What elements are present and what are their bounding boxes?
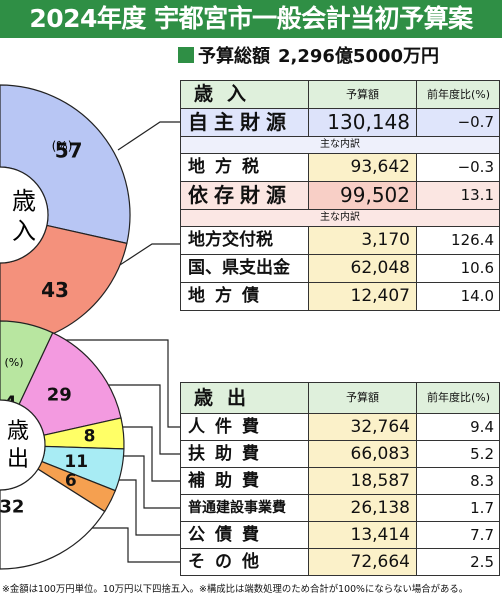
row-change: 5.2 (416, 441, 500, 468)
table-row: 地方税 93,642 −0.3 (180, 153, 500, 181)
table-row: 地方交付税 3,170 126.4 (180, 226, 500, 254)
row-change: 14.0 (416, 283, 500, 310)
page-title: 2024年度 宇都宮市一般会計当初予算案 (29, 4, 473, 33)
square-bullet-icon (178, 47, 194, 63)
slice-label: 8 (84, 426, 96, 446)
row-change: 1.7 (416, 495, 500, 522)
table-row: 依存財源 99,502 13.1 (180, 181, 500, 209)
unit-label: (%) (4, 356, 23, 369)
row-change: 9.4 (416, 414, 500, 441)
expenditure-table: 歳出 予算額 前年度比(%) 人件費 32,764 9.4 扶助費 66,083… (180, 382, 500, 576)
table-row: その他 72,664 2.5 (180, 548, 500, 576)
row-amount: 66,083 (308, 441, 416, 468)
revenue-header-change: 前年度比(%) (416, 81, 500, 108)
row-name: 地方交付税 (188, 230, 273, 250)
leader-line (62, 527, 180, 563)
row-amount: 3,170 (308, 227, 416, 254)
row-amount: 32,764 (308, 414, 416, 441)
section-row: 主な内訳 (180, 136, 500, 153)
row-change: 13.1 (416, 182, 500, 209)
revenue-table: 歳入 予算額 前年度比(%) 自主財源 130,148 −0.7 主な内訳 地方… (180, 80, 500, 367)
section-label: 主な内訳 (320, 212, 360, 223)
row-amount: 62,048 (308, 255, 416, 282)
row-change: −0.7 (416, 109, 500, 136)
row-name: 自主財源 (188, 110, 292, 134)
leader-line (88, 384, 180, 455)
row-name: 地方債 (188, 286, 269, 306)
pie-center (0, 166, 49, 264)
expenditure-header-amount: 予算額 (308, 383, 416, 413)
unit-label: (%) (52, 139, 73, 153)
revenue-header-row: 歳入 予算額 前年度比(%) (180, 80, 500, 108)
table-row: 公債費 13,414 7.7 (180, 521, 500, 549)
revenue-pie-title: 入 (12, 217, 36, 245)
expenditure-pie-title: 歳 (7, 419, 29, 444)
table-row: 国、県支出金 62,048 10.6 (180, 254, 500, 282)
row-change: 7.7 (416, 522, 500, 549)
row-change: 8.3 (416, 468, 500, 495)
pie-center (0, 399, 46, 491)
section-row: 主な内訳 (180, 209, 500, 226)
row-name: 公債費 (188, 525, 269, 545)
revenue-header-amount: 予算額 (308, 81, 416, 108)
slice-label: 29 (47, 384, 72, 405)
expenditure-header-row: 歳出 予算額 前年度比(%) (180, 382, 500, 413)
row-amount: 130,148 (308, 109, 416, 136)
slice-label: 43 (41, 278, 69, 302)
leader-line (118, 426, 180, 482)
row-name: その他 (188, 552, 269, 572)
row-name: 依存財源 (188, 183, 292, 207)
slice-label: 57 (55, 138, 83, 162)
leader-line (117, 121, 180, 151)
expenditure-header-name: 歳出 (194, 387, 261, 409)
section-label: 主な内訳 (320, 139, 360, 150)
leader-line (104, 479, 180, 536)
row-change: 126.4 (416, 227, 500, 254)
row-change: −0.3 (416, 154, 500, 181)
expenditure-header-change: 前年度比(%) (416, 383, 500, 413)
row-amount: 18,587 (308, 468, 416, 495)
row-amount: 26,138 (308, 495, 416, 522)
revenue-pie: 57 43 (%) 歳入 (0, 84, 131, 346)
leader-lines (26, 121, 180, 563)
table-row: 人件費 32,764 9.4 (180, 413, 500, 441)
table-row: 普通建設事業費 26,138 1.7 (180, 494, 500, 522)
revenue-pie-title: 歳 (12, 187, 36, 215)
header-bar: 2024年度 宇都宮市一般会計当初予算案 (0, 0, 502, 38)
expenditure-pie: 1429811632(%)歳出 (0, 320, 125, 570)
row-change: 10.6 (416, 255, 500, 282)
table-row: 補助費 18,587 8.3 (180, 467, 500, 495)
row-name: 国、県支出金 (188, 258, 290, 278)
expenditure-pie-title: 出 (7, 447, 29, 472)
budget-total: 予算総額 2,296億5000万円 (178, 42, 439, 68)
row-name: 地方税 (188, 157, 269, 177)
total-label: 予算総額 (198, 46, 270, 67)
row-name: 補助費 (188, 471, 269, 491)
table-row: 地方債 12,407 14.0 (180, 282, 500, 310)
slice-label: 6 (65, 471, 77, 491)
table-row: 扶助費 66,083 5.2 (180, 440, 500, 468)
row-amount: 99,502 (308, 182, 416, 209)
table-row: 自主財源 130,148 −0.7 (180, 108, 500, 136)
row-name: 普通建設事業費 (188, 500, 286, 516)
leader-line (115, 455, 180, 509)
row-name: 人件費 (188, 417, 269, 437)
total-value: 2,296億5000万円 (278, 46, 440, 67)
leader-line (26, 339, 180, 428)
slice-label: 32 (0, 496, 24, 517)
row-change: 2.5 (416, 549, 500, 576)
row-amount: 13,414 (308, 522, 416, 549)
footnote: ※金額は100万円単位。10万円以下四捨五入。※構成比は端数処理のため合計が10… (2, 584, 469, 595)
row-amount: 12,407 (308, 283, 416, 310)
revenue-header-name: 歳入 (194, 83, 261, 105)
row-amount: 93,642 (308, 154, 416, 181)
row-amount: 72,664 (308, 549, 416, 576)
row-name: 扶助費 (188, 444, 269, 464)
slice-label: 11 (64, 452, 88, 472)
